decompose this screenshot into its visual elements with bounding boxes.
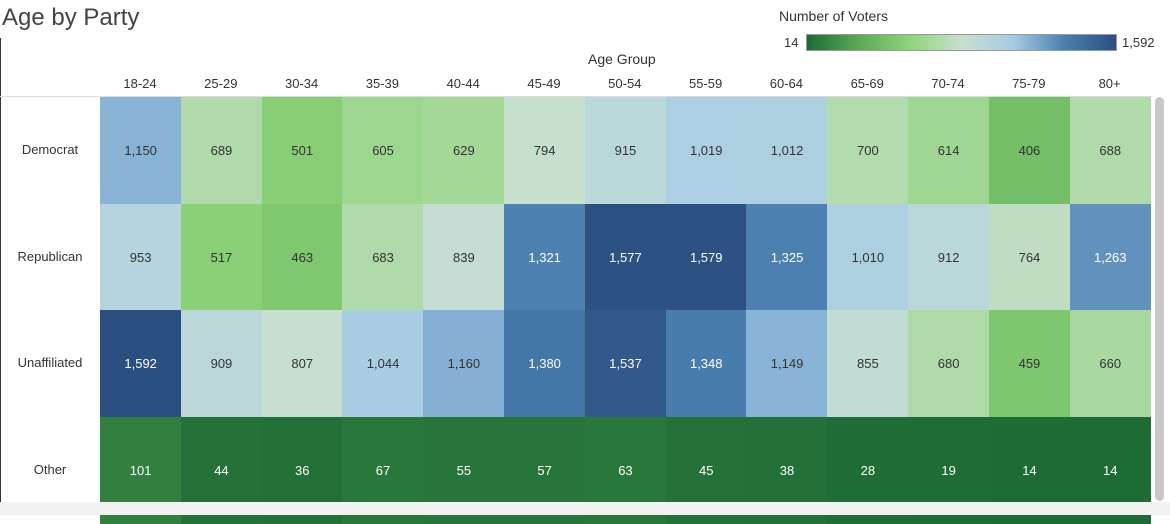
column-label: 30-34 bbox=[284, 76, 319, 91]
row-label: Democrat bbox=[21, 142, 79, 158]
header-divider bbox=[0, 96, 1152, 97]
heatmap-cell[interactable]: 912 bbox=[908, 203, 990, 311]
heatmap-cell[interactable]: 406 bbox=[988, 97, 1071, 204]
heatmap-cell[interactable]: 1,537 bbox=[584, 310, 667, 417]
heatmap-cell[interactable]: 605 bbox=[342, 97, 424, 204]
column-label: 65-69 bbox=[850, 76, 884, 91]
vertical-scrollbar[interactable] bbox=[1155, 97, 1164, 501]
row-label: Unaffiliated bbox=[17, 355, 83, 371]
heatmap-cell[interactable]: 855 bbox=[827, 310, 909, 417]
heatmap-cell[interactable]: 1,348 bbox=[665, 310, 747, 417]
heatmap-cell[interactable]: 1,380 bbox=[504, 310, 586, 417]
heatmap-cell[interactable]: 794 bbox=[504, 97, 586, 204]
heatmap-cell[interactable]: 1,321 bbox=[504, 203, 586, 311]
heatmap-cell[interactable]: 1,577 bbox=[584, 203, 667, 311]
column-label: 40-44 bbox=[446, 76, 480, 91]
column-label: 80+ bbox=[1098, 76, 1121, 91]
heatmap-cell[interactable]: 1,010 bbox=[827, 203, 909, 311]
heatmap-cell[interactable]: 1,044 bbox=[342, 310, 424, 417]
left-border bbox=[0, 38, 1, 508]
heatmap-cell[interactable]: 1,160 bbox=[423, 310, 505, 417]
column-label: 75-79 bbox=[1012, 76, 1046, 91]
heatmap-cell[interactable]: 688 bbox=[1069, 97, 1151, 204]
heatmap-cell[interactable]: 1,579 bbox=[665, 203, 747, 311]
row-label: Other bbox=[33, 461, 67, 477]
heatmap-cell[interactable]: 1,150 bbox=[100, 97, 182, 204]
heatmap-cell[interactable]: 660 bbox=[1069, 310, 1151, 417]
heatmap-cell[interactable]: 915 bbox=[584, 97, 667, 204]
heatmap-cell[interactable]: 1,019 bbox=[665, 97, 747, 204]
heatmap-cell[interactable]: 953 bbox=[100, 203, 182, 311]
row-label: Republican bbox=[17, 248, 83, 264]
bottom-strip bbox=[0, 502, 1170, 515]
heatmap-cell[interactable]: 839 bbox=[423, 203, 505, 311]
heatmap-cell[interactable]: 501 bbox=[261, 97, 343, 204]
heatmap-cell[interactable]: 1,592 bbox=[100, 310, 182, 417]
heatmap-cell[interactable]: 1,263 bbox=[1069, 203, 1151, 311]
heatmap-cell[interactable]: 1,149 bbox=[746, 310, 828, 417]
column-label: 50-54 bbox=[608, 76, 642, 91]
heatmap-cell[interactable]: 614 bbox=[908, 97, 990, 204]
legend-max-label: 1,592 bbox=[1122, 35, 1155, 50]
chart-title: Age by Party bbox=[2, 4, 140, 31]
heatmap-cell[interactable]: 1,012 bbox=[746, 97, 828, 204]
column-label: 18-24 bbox=[123, 76, 157, 91]
column-label: 35-39 bbox=[365, 76, 400, 91]
heatmap-cell[interactable]: 629 bbox=[423, 97, 505, 204]
heatmap-cell[interactable]: 909 bbox=[180, 310, 263, 417]
column-label: 25-29 bbox=[204, 76, 238, 91]
column-label: 60-64 bbox=[769, 76, 804, 91]
heatmap-cell[interactable]: 680 bbox=[908, 310, 990, 417]
heatmap-cell[interactable]: 517 bbox=[180, 203, 263, 311]
column-label: 55-59 bbox=[688, 76, 723, 91]
column-label: 70-74 bbox=[931, 76, 965, 91]
heatmap-cell[interactable]: 807 bbox=[261, 310, 343, 417]
heatmap-cell[interactable]: 764 bbox=[988, 203, 1071, 311]
x-axis-title: Age Group bbox=[588, 51, 656, 67]
heatmap-cell[interactable]: 1,325 bbox=[746, 203, 828, 311]
heatmap-cell[interactable]: 459 bbox=[988, 310, 1071, 417]
heatmap-cell[interactable]: 689 bbox=[180, 97, 263, 204]
legend-color-scale bbox=[806, 34, 1117, 51]
legend-min-label: 14 bbox=[784, 35, 799, 50]
legend-title: Number of Voters bbox=[779, 8, 888, 24]
column-label: 45-49 bbox=[527, 76, 561, 91]
heatmap-cell[interactable]: 700 bbox=[827, 97, 909, 204]
heatmap-cell[interactable]: 463 bbox=[261, 203, 343, 311]
heatmap-cell[interactable]: 683 bbox=[342, 203, 424, 311]
